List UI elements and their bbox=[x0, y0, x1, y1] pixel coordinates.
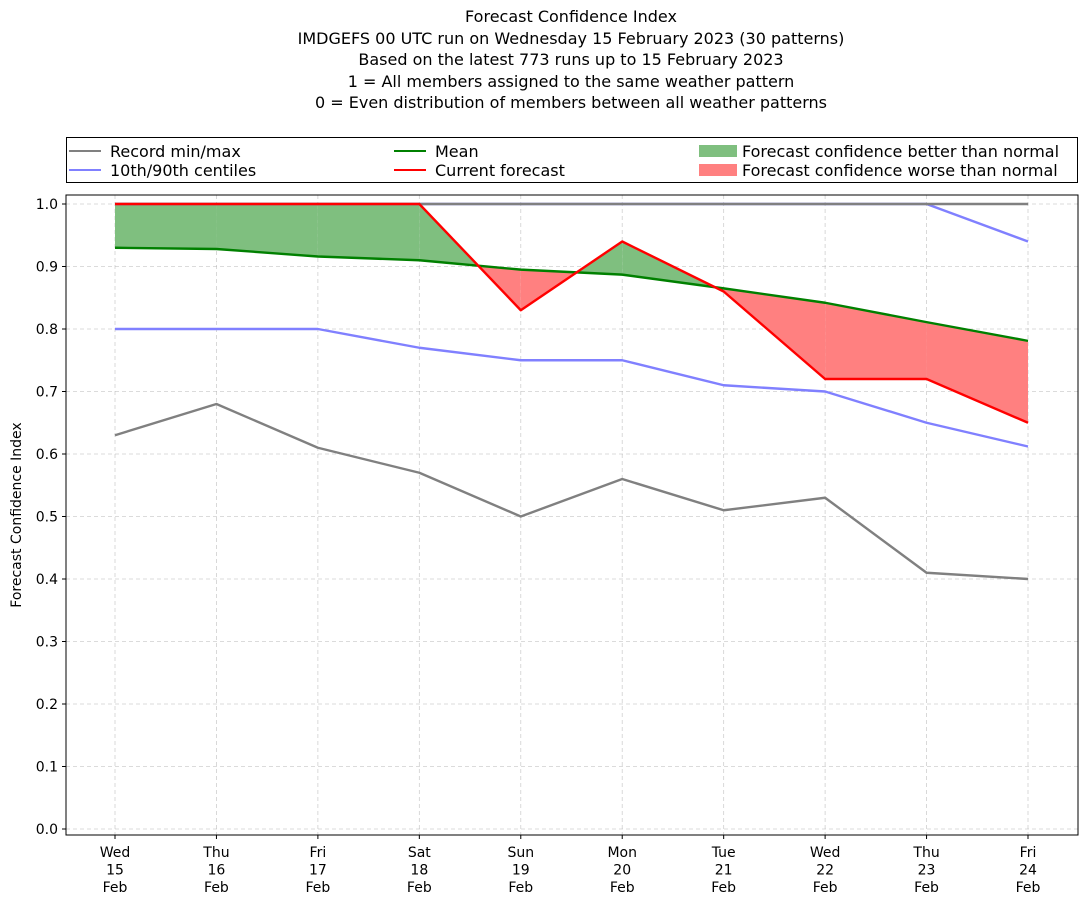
y-tick-label: 0.3 bbox=[36, 635, 58, 651]
y-tick-label: 0.9 bbox=[36, 260, 58, 276]
x-tick-label: Mon 20 Feb bbox=[607, 845, 637, 896]
legend-item-centiles: 10th/90th centiles bbox=[69, 160, 257, 180]
series-lines bbox=[114, 202, 1029, 581]
legend-swatch bbox=[699, 164, 737, 176]
legend-swatch bbox=[69, 169, 101, 171]
legend-label: Mean bbox=[435, 141, 479, 161]
series-line-p10 bbox=[115, 327, 1029, 448]
y-tick-label: 0.5 bbox=[36, 510, 58, 526]
legend-label: 10th/90th centiles bbox=[110, 160, 257, 180]
axis-ticks: 0.0 0.1 0.2 0.3 0.4 0.5 0.6 0.7 0.8 0.9 1.0 Wed 15 Fe… bbox=[36, 197, 1041, 896]
y-tick-label: 1.0 bbox=[36, 197, 58, 213]
title-line: Forecast Confidence Index bbox=[465, 7, 677, 26]
series-line-record-min bbox=[114, 402, 1029, 581]
y-tick-label: 0.4 bbox=[36, 572, 58, 588]
subtitle-line: 0 = Even distribution of members between… bbox=[314, 93, 828, 112]
y-tick-label: 0.1 bbox=[36, 760, 58, 776]
fill-better-than-normal bbox=[317, 204, 420, 261]
legend-swatch bbox=[699, 145, 737, 157]
fill-worse-than-normal bbox=[825, 302, 927, 379]
series-line-mean bbox=[114, 246, 1029, 343]
y-tick-label: 0.2 bbox=[36, 697, 58, 713]
fill-worse-than-normal bbox=[926, 322, 1028, 423]
x-tick-label: Thu 16 Feb bbox=[202, 845, 229, 896]
plot-frame bbox=[65, 194, 1079, 836]
y-axis-title: Forecast Confidence Index bbox=[9, 422, 25, 607]
legend-item-current: Current forecast bbox=[394, 160, 565, 180]
legend-item-record: Record min/max bbox=[69, 141, 241, 161]
subtitle-line: 1 = All members assigned to the same wea… bbox=[347, 71, 795, 91]
x-tick-label: Wed 22 Feb bbox=[810, 845, 841, 896]
legend-item-mean: Mean bbox=[394, 141, 479, 161]
legend-label: Forecast confidence worse than normal bbox=[742, 160, 1058, 180]
fill-areas bbox=[115, 204, 1028, 423]
x-tick-label: Tue 21 Feb bbox=[711, 845, 736, 896]
subtitle-line: Based on the latest 773 runs up to 15 Fe… bbox=[358, 50, 784, 69]
subtitle-line: IMDGEFS 00 UTC run on Wednesday 15 Febru… bbox=[297, 28, 845, 48]
y-tick-label: 0.8 bbox=[36, 322, 58, 338]
chart-title: Forecast Confidence Index IMDGEFS 00 UTC… bbox=[0, 6, 1092, 114]
x-tick-label: Fri 17 Feb bbox=[305, 845, 330, 896]
legend-item-better: Forecast confidence better than normal bbox=[699, 141, 1060, 161]
x-tick-label: Thu 23 Feb bbox=[912, 845, 939, 896]
fill-better-than-normal bbox=[115, 204, 217, 249]
legend-swatch bbox=[394, 150, 426, 152]
y-tick-label: 0.0 bbox=[36, 822, 58, 838]
legend-swatch bbox=[69, 150, 101, 152]
x-tick-label: Fri 24 Feb bbox=[1016, 845, 1041, 896]
legend-label: Current forecast bbox=[435, 160, 565, 180]
fill-better-than-normal bbox=[216, 204, 318, 257]
legend-item-worse: Forecast confidence worse than normal bbox=[699, 160, 1058, 180]
y-tick-label: 0.7 bbox=[36, 385, 58, 401]
legend-label: Record min/max bbox=[110, 141, 241, 161]
legend-swatch bbox=[394, 169, 426, 171]
series-line-current bbox=[115, 202, 1029, 424]
legend: Record min/max 10th/90th centiles Mean C… bbox=[66, 137, 1078, 183]
grid bbox=[66, 195, 1078, 835]
x-tick-label: Sun 19 Feb bbox=[507, 845, 534, 896]
legend-label: Forecast confidence better than normal bbox=[742, 141, 1060, 161]
x-tick-label: Wed 15 Feb bbox=[100, 845, 131, 896]
x-tick-label: Sat 18 Feb bbox=[407, 845, 432, 896]
y-tick-label: 0.6 bbox=[36, 447, 58, 463]
